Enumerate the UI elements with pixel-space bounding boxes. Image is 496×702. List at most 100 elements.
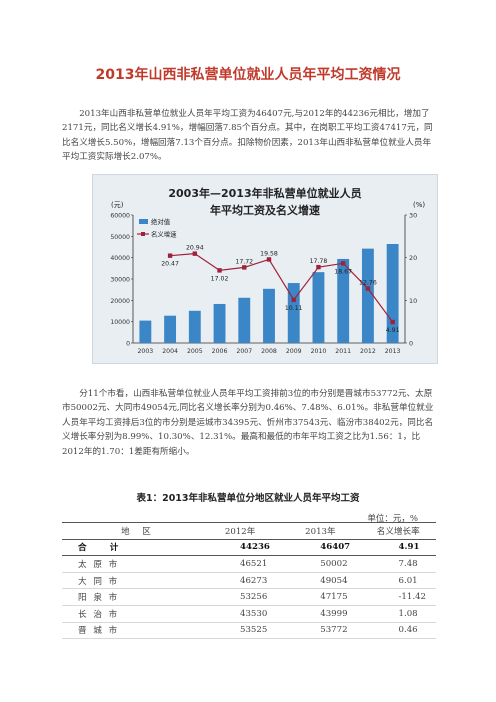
chart-title: 2003年—2013年非私营单位就业人员 年平均工资及名义增速 bbox=[93, 185, 437, 219]
table-row: 大 同 市 46273 49054 6.01 bbox=[62, 572, 436, 590]
document-title: 2013年山西非私营单位就业人员年平均工资情况 bbox=[95, 67, 401, 83]
table-row: 太 原 市 46521 50002 7.48 bbox=[62, 555, 436, 573]
row-region: 阳 泉 市 bbox=[62, 588, 200, 606]
growth-point bbox=[217, 268, 222, 273]
growth-point bbox=[316, 264, 321, 270]
right-axis-unit: (%) bbox=[413, 201, 425, 209]
row-region: 太 原 市 bbox=[62, 555, 200, 573]
row-region: 晋 城 市 bbox=[62, 622, 200, 640]
x-tick-label: 2008 bbox=[261, 348, 277, 355]
growth-data-label: 10.11 bbox=[285, 305, 303, 312]
growth-line bbox=[170, 253, 394, 323]
row-2013: 53772 bbox=[280, 622, 361, 640]
x-tick-label: 2003 bbox=[137, 348, 153, 355]
bar bbox=[188, 310, 201, 343]
chart-title-line1: 2003年—2013年非私营单位就业人员 bbox=[168, 187, 362, 200]
growth-point bbox=[291, 297, 296, 303]
wage-chart: 2003年—2013年非私营单位就业人员 年平均工资及名义增速 (元) (%) 0 1… bbox=[92, 174, 438, 364]
x-tick-label: 2013 bbox=[385, 348, 401, 355]
growth-data-label: 19.58 bbox=[260, 250, 278, 257]
x-tick-label: 2010 bbox=[311, 348, 327, 355]
row-growth: 6.01 bbox=[360, 572, 436, 590]
legend-line-label: 名义增速 bbox=[151, 230, 177, 239]
growth-point bbox=[167, 253, 173, 258]
table-unit: 单位：元，% bbox=[367, 514, 418, 524]
growth-data-label: 18.67 bbox=[334, 268, 352, 275]
row-2012: 46273 bbox=[200, 572, 281, 590]
x-tick-label: 2007 bbox=[236, 348, 252, 355]
total-2013: 46407 bbox=[280, 539, 361, 557]
header-2012: 2012年 bbox=[200, 522, 281, 540]
legend-bar-label: 绝对值 bbox=[151, 217, 171, 226]
total-label: 合 计 bbox=[62, 539, 200, 557]
growth-data-label: 12.76 bbox=[359, 280, 377, 287]
legend-line-marker bbox=[141, 232, 145, 236]
row-2012: 46521 bbox=[200, 555, 281, 573]
total-growth: 4.91 bbox=[360, 539, 436, 557]
left-tick-label: 50000 bbox=[110, 234, 130, 241]
city-paragraph: 分11个市看，山西非私营单位就业人员年平均工资排前3位的市分别是晋城市53772… bbox=[62, 388, 434, 457]
legend-bar-swatch bbox=[139, 219, 148, 224]
wage-table: 地 区 2012年 2013年 名义增长率 合 计 44236 46407 4.… bbox=[62, 522, 436, 640]
x-tick-label: 2009 bbox=[286, 348, 302, 355]
left-tick-label: 10000 bbox=[110, 319, 130, 326]
row-growth: -11.42 bbox=[360, 588, 436, 606]
growth-data-label: 4.91 bbox=[386, 327, 400, 334]
chart-plot: (元) (%) 0 10000 20000 30000 40000 50000 60000 0 10… bbox=[110, 201, 425, 355]
row-2012: 53525 bbox=[200, 622, 281, 640]
table-row: 晋 城 市 53525 53772 0.46 bbox=[62, 622, 436, 640]
table-header-row: 地 区 2012年 2013年 名义增长率 bbox=[62, 522, 436, 540]
left-tick-label: 60000 bbox=[110, 213, 130, 220]
growth-data-label: 17.02 bbox=[211, 275, 229, 282]
growth-data-label: 20.47 bbox=[161, 261, 179, 268]
row-region: 长 治 市 bbox=[62, 605, 200, 623]
growth-point bbox=[192, 251, 198, 256]
x-tick-label: 2005 bbox=[187, 348, 203, 355]
bar bbox=[238, 297, 251, 343]
left-tick-label: 30000 bbox=[110, 277, 130, 284]
bar bbox=[287, 283, 300, 343]
right-tick-label: 20 bbox=[409, 254, 417, 262]
row-growth: 1.08 bbox=[360, 605, 436, 623]
growth-data-label: 17.72 bbox=[235, 258, 253, 265]
left-tick-label: 0 bbox=[126, 341, 130, 348]
x-tick-label: 2004 bbox=[162, 348, 178, 355]
left-axis-unit: (元) bbox=[111, 201, 124, 209]
bar bbox=[386, 243, 399, 343]
x-tick-label: 2012 bbox=[360, 348, 376, 355]
row-2013: 43999 bbox=[280, 605, 361, 623]
growth-point bbox=[266, 257, 272, 262]
right-tick-label: 10 bbox=[409, 297, 417, 305]
growth-point bbox=[340, 261, 346, 266]
intro-paragraph: 2013年山西非私营单位就业人员年平均工资为46407元,与2012年的4423… bbox=[62, 108, 433, 163]
right-tick-label: 30 bbox=[409, 212, 417, 220]
row-2012: 43530 bbox=[200, 605, 281, 623]
table-total-row: 合 计 44236 46407 4.91 bbox=[62, 539, 436, 557]
table-row: 阳 泉 市 53256 47175 -11.42 bbox=[62, 588, 436, 606]
x-tick-label: 2006 bbox=[212, 348, 228, 355]
bar bbox=[312, 272, 325, 343]
right-tick-label: 0 bbox=[409, 340, 413, 348]
left-tick-label: 20000 bbox=[110, 298, 130, 305]
row-2013: 49054 bbox=[280, 572, 361, 590]
row-2013: 50002 bbox=[280, 555, 361, 573]
bar bbox=[139, 320, 152, 343]
bar bbox=[361, 248, 374, 343]
growth-data-label: 20.94 bbox=[186, 245, 204, 252]
row-2012: 53256 bbox=[200, 588, 281, 606]
row-growth: 7.48 bbox=[360, 555, 436, 573]
total-2012: 44236 bbox=[200, 539, 281, 557]
header-growth: 名义增长率 bbox=[360, 522, 436, 540]
growth-point bbox=[390, 319, 395, 325]
row-growth: 0.46 bbox=[360, 622, 436, 640]
bar bbox=[337, 258, 350, 343]
header-2013: 2013年 bbox=[280, 522, 361, 540]
growth-point bbox=[242, 265, 247, 270]
bar bbox=[164, 315, 177, 343]
left-tick-label: 40000 bbox=[110, 255, 130, 262]
chart-title-line2: 年平均工资及名义增速 bbox=[210, 204, 320, 217]
header-region: 地 区 bbox=[62, 522, 200, 540]
x-tick-label: 2011 bbox=[335, 348, 351, 355]
row-region: 大 同 市 bbox=[62, 572, 200, 590]
table-row: 长 治 市 43530 43999 1.08 bbox=[62, 605, 436, 623]
